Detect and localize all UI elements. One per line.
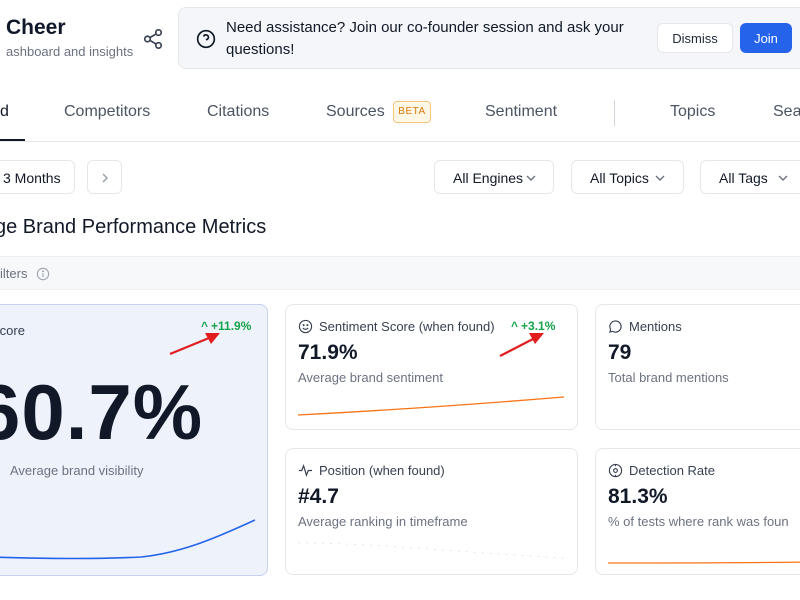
share-icon[interactable] bbox=[142, 28, 164, 50]
position-card-title: Position (when found) bbox=[319, 463, 445, 478]
chat-bubble-icon bbox=[609, 320, 622, 333]
sentiment-delta: ^ +3.1% bbox=[511, 319, 555, 333]
join-button[interactable]: Join bbox=[740, 23, 792, 53]
active-tab-indicator bbox=[0, 139, 25, 141]
visibility-score-card[interactable]: Score ^+11.9% 60.7% Average brand visibi… bbox=[0, 304, 268, 576]
next-period-button[interactable] bbox=[87, 160, 122, 194]
annotation-arrow bbox=[499, 333, 544, 357]
position-desc: Average ranking in timeframe bbox=[298, 514, 468, 529]
info-icon[interactable] bbox=[36, 267, 50, 281]
tags-dropdown-label: All Tags bbox=[719, 170, 768, 186]
tab-divider bbox=[614, 100, 615, 126]
visibility-card-title: Score bbox=[0, 323, 25, 338]
help-circle-icon bbox=[196, 29, 216, 49]
filter-bar-label: ilters bbox=[0, 266, 28, 281]
tab-topics[interactable]: Topics bbox=[670, 103, 716, 120]
tab-competitors[interactable]: Competitors bbox=[64, 103, 151, 120]
chevron-down-icon bbox=[526, 175, 536, 181]
visibility-delta-value: +11.9% bbox=[211, 319, 252, 333]
detection-desc: % of tests where rank was foun bbox=[608, 514, 789, 529]
section-title: ge Brand Performance Metrics bbox=[0, 216, 267, 238]
tab-sentiment[interactable]: Sentiment bbox=[485, 103, 558, 120]
visibility-desc: Average brand visibility bbox=[10, 463, 144, 478]
sentiment-sparkline bbox=[297, 396, 565, 416]
detection-value: 81.3% bbox=[608, 485, 668, 508]
tab-bar: d Competitors Citations Sources Sentimen… bbox=[0, 84, 800, 142]
chevron-down-icon bbox=[778, 175, 788, 181]
tab-dashboard[interactable]: d bbox=[0, 103, 9, 120]
date-range-label: 3 Months bbox=[3, 170, 61, 186]
assistance-banner: Need assistance? Join our co-founder ses… bbox=[178, 7, 800, 69]
chevron-down-icon bbox=[655, 175, 665, 181]
topics-dropdown-label: All Topics bbox=[590, 170, 649, 186]
chevron-right-icon bbox=[102, 173, 109, 183]
mentions-desc: Total brand mentions bbox=[608, 370, 729, 385]
detection-sparkline bbox=[607, 561, 800, 564]
visibility-value: 60.7% bbox=[0, 368, 204, 456]
mentions-card[interactable]: Mentions 79 Total brand mentions bbox=[595, 304, 800, 430]
topics-dropdown[interactable]: All Topics bbox=[571, 160, 684, 194]
position-card[interactable]: Position (when found) #4.7 Average ranki… bbox=[285, 448, 578, 575]
sentiment-desc: Average brand sentiment bbox=[298, 370, 444, 385]
detection-card-title: Detection Rate bbox=[629, 463, 715, 478]
date-range-button[interactable]: 3 Months bbox=[0, 160, 75, 194]
brand-subtitle: ashboard and insights bbox=[6, 44, 134, 59]
position-value: #4.7 bbox=[298, 485, 339, 508]
tab-search[interactable]: Sea bbox=[773, 103, 800, 120]
smile-icon bbox=[298, 319, 313, 334]
mentions-card-title: Mentions bbox=[629, 319, 682, 334]
engines-dropdown[interactable]: All Engines bbox=[434, 160, 554, 194]
beta-badge: BETA bbox=[393, 101, 431, 123]
tags-dropdown[interactable]: All Tags bbox=[700, 160, 800, 194]
filter-bar: ilters bbox=[0, 256, 800, 290]
visibility-delta: ^ +11.9% bbox=[201, 319, 251, 333]
activity-icon bbox=[298, 463, 313, 478]
visibility-sparkline bbox=[0, 519, 256, 560]
dismiss-button[interactable]: Dismiss bbox=[657, 23, 733, 53]
mentions-value: 79 bbox=[608, 341, 632, 364]
annotation-arrow bbox=[169, 333, 220, 356]
sentiment-delta-value: +3.1% bbox=[521, 319, 556, 333]
brand-title: Cheer bbox=[6, 16, 66, 39]
sentiment-score-card[interactable]: Sentiment Score (when found) ^ +3.1% 71.9… bbox=[285, 304, 578, 430]
detection-rate-card[interactable]: Detection Rate 81.3% % of tests where ra… bbox=[595, 448, 800, 575]
target-icon bbox=[608, 463, 623, 478]
banner-message: Need assistance? Join our co-founder ses… bbox=[226, 19, 624, 58]
sentiment-value: 71.9% bbox=[298, 341, 358, 364]
trend-up-icon: ^ bbox=[511, 319, 519, 333]
sentiment-card-title: Sentiment Score (when found) bbox=[319, 319, 495, 334]
trend-up-icon: ^ bbox=[201, 319, 209, 333]
tab-citations[interactable]: Citations bbox=[207, 103, 270, 120]
tab-sources[interactable]: Sources bbox=[326, 103, 385, 120]
engines-dropdown-label: All Engines bbox=[453, 170, 524, 186]
position-sparkline bbox=[297, 542, 565, 559]
